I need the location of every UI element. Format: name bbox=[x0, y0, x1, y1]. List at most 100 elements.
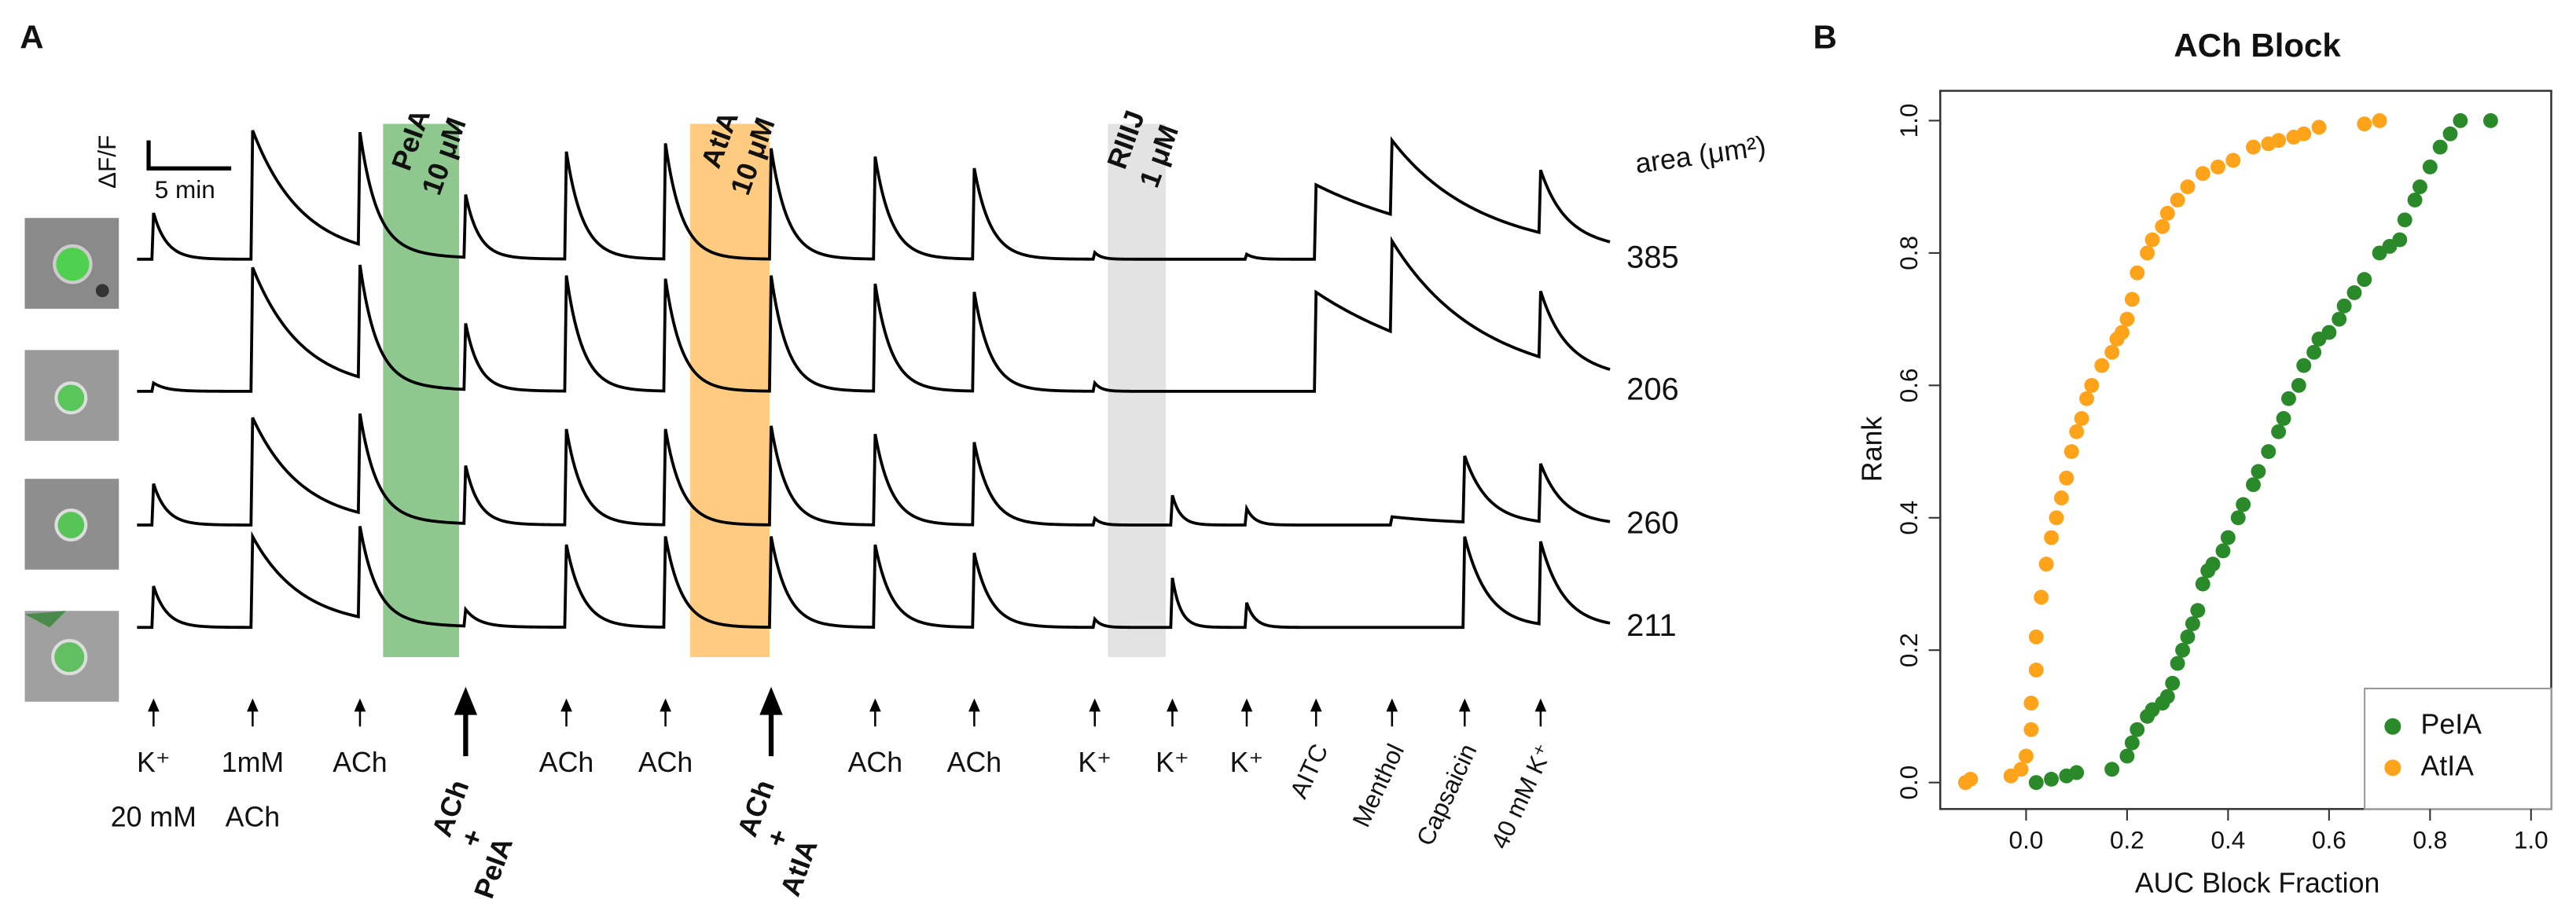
point bbox=[2190, 603, 2206, 619]
panel-label: A bbox=[20, 19, 43, 56]
point bbox=[2230, 510, 2246, 526]
point bbox=[2210, 159, 2225, 174]
point bbox=[2023, 696, 2039, 711]
point bbox=[2215, 543, 2231, 559]
point bbox=[2034, 589, 2049, 605]
point bbox=[2028, 629, 2044, 644]
point bbox=[2336, 298, 2352, 314]
legend-label: PeIA bbox=[2421, 709, 2482, 740]
point bbox=[2013, 762, 2029, 777]
trace bbox=[137, 526, 1611, 630]
trace bbox=[137, 236, 1611, 393]
y-tick-label: 0.6 bbox=[1894, 368, 1923, 402]
stimulus-arrowhead bbox=[454, 686, 478, 715]
x-tick-label: 0.0 bbox=[2009, 826, 2044, 854]
y-tick-label: 1.0 bbox=[1894, 104, 1923, 138]
x-tick-label: 0.4 bbox=[2210, 826, 2245, 854]
point bbox=[2346, 285, 2362, 300]
y-tick-label: 0.0 bbox=[1894, 766, 1923, 800]
stimulus-label: K⁺ bbox=[1156, 747, 1189, 778]
point bbox=[2271, 133, 2287, 149]
point bbox=[2397, 212, 2412, 228]
scale-bar-label: ΔF/F bbox=[93, 135, 121, 189]
treatment-band bbox=[383, 123, 459, 658]
x-tick-label: 0.6 bbox=[2312, 826, 2346, 854]
point bbox=[2159, 688, 2175, 704]
point bbox=[2038, 556, 2054, 572]
point bbox=[2124, 292, 2140, 307]
point bbox=[2170, 193, 2185, 207]
stimulus-arrowhead bbox=[1240, 698, 1253, 712]
stimulus-arrowhead bbox=[354, 698, 366, 712]
area-value: 206 bbox=[1626, 372, 1679, 406]
legend-marker bbox=[2384, 759, 2401, 777]
point bbox=[2104, 762, 2120, 777]
point bbox=[2044, 530, 2060, 545]
point bbox=[2246, 477, 2261, 493]
point bbox=[2119, 311, 2135, 327]
point bbox=[2115, 325, 2130, 340]
point bbox=[2023, 722, 2039, 737]
point bbox=[2170, 655, 2185, 671]
stimulus-arrowhead bbox=[1167, 698, 1178, 712]
stimulus-arrowhead bbox=[869, 698, 881, 712]
stimulus-arrowhead bbox=[1534, 698, 1547, 712]
point bbox=[2442, 126, 2458, 141]
point bbox=[2155, 218, 2170, 234]
point bbox=[2185, 616, 2200, 631]
stimulus-arrowhead bbox=[247, 698, 259, 712]
point bbox=[2220, 530, 2236, 545]
point bbox=[2130, 722, 2145, 737]
point bbox=[2296, 358, 2312, 373]
point bbox=[2175, 642, 2191, 658]
x-axis-label: AUC Block Fraction bbox=[2135, 867, 2380, 898]
stimulus-arrowhead bbox=[660, 698, 671, 712]
point bbox=[2332, 311, 2347, 327]
point bbox=[2311, 119, 2327, 135]
point bbox=[2130, 265, 2145, 281]
trace bbox=[137, 413, 1611, 527]
stimulus-label: ACh bbox=[848, 747, 902, 778]
scale-bar-label: 5 min bbox=[155, 175, 215, 204]
point bbox=[2357, 116, 2372, 132]
point bbox=[2195, 166, 2210, 182]
point bbox=[2246, 139, 2261, 155]
point bbox=[2321, 325, 2337, 340]
point bbox=[2069, 765, 2085, 780]
trace bbox=[137, 130, 1611, 261]
stimulus-label: ACh bbox=[947, 747, 1001, 778]
stimulus-arrowhead bbox=[1458, 698, 1471, 712]
point bbox=[2180, 629, 2196, 644]
stimulus-arrowhead bbox=[1386, 698, 1398, 712]
stimulus-arrowhead bbox=[1089, 698, 1101, 712]
point bbox=[2028, 663, 2044, 677]
chart-title: ACh Block bbox=[2174, 27, 2341, 64]
stimulus-label: 20 mM bbox=[111, 801, 197, 832]
stimulus-label: 1mM bbox=[222, 747, 284, 778]
point bbox=[2074, 410, 2089, 426]
stimulus-arrowhead bbox=[148, 698, 160, 712]
point bbox=[2422, 159, 2438, 174]
stimulus-arrowhead bbox=[968, 698, 980, 712]
point bbox=[2165, 675, 2181, 691]
stimulus-arrowhead bbox=[1310, 698, 1322, 712]
stimulus-label: ACh bbox=[333, 747, 387, 778]
panel-label: B bbox=[1813, 19, 1837, 56]
stimulus-label: K⁺ bbox=[1230, 747, 1264, 778]
point bbox=[2044, 771, 2060, 787]
point bbox=[2094, 358, 2110, 373]
plot-frame bbox=[1938, 90, 2552, 810]
point bbox=[2018, 748, 2034, 764]
area-value: 260 bbox=[1626, 506, 1679, 541]
point bbox=[2069, 424, 2085, 439]
point bbox=[2084, 377, 2100, 393]
point bbox=[2357, 272, 2372, 288]
point bbox=[2392, 232, 2408, 248]
point bbox=[2053, 490, 2069, 505]
point bbox=[2059, 470, 2074, 486]
legend-marker bbox=[2384, 718, 2401, 735]
point bbox=[2271, 424, 2287, 439]
point bbox=[2159, 205, 2175, 221]
point bbox=[2291, 377, 2306, 393]
